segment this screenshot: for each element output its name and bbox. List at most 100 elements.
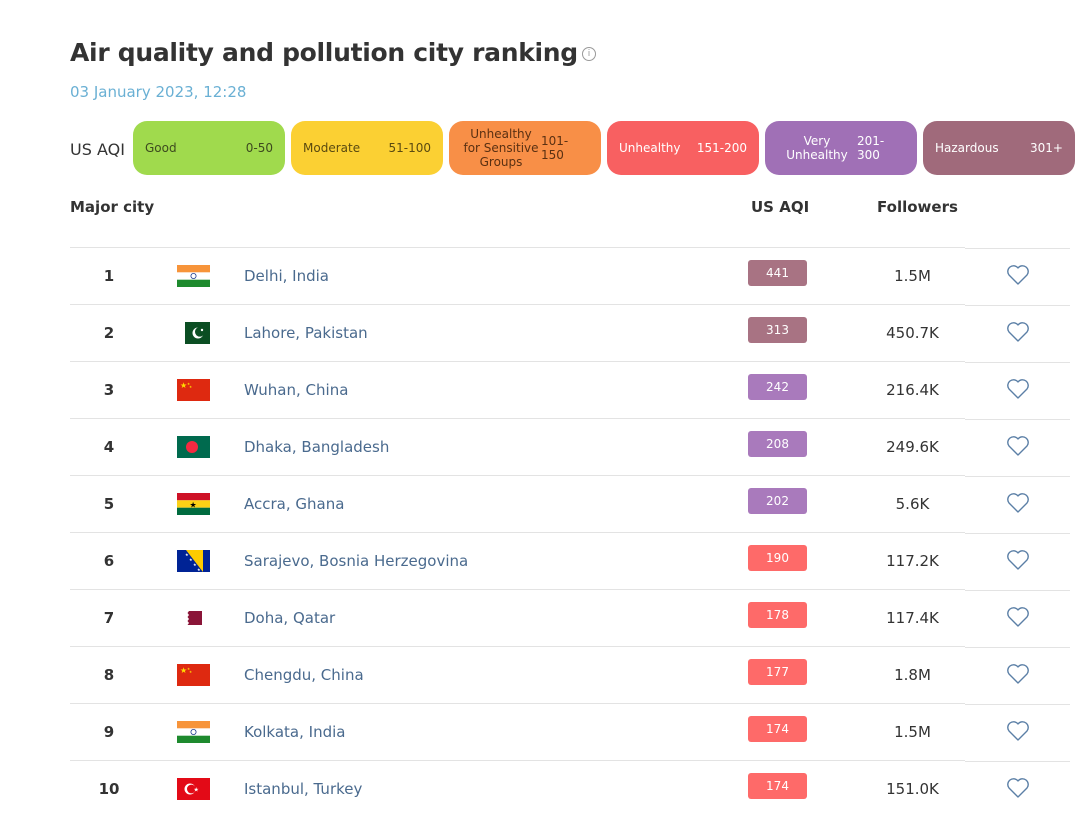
heart-outline-icon[interactable]: [1006, 264, 1030, 286]
table-row[interactable]: 1 Delhi, India 441 1.5M: [70, 247, 1070, 304]
row-divider: [965, 761, 1070, 762]
heart-outline-icon[interactable]: [1006, 378, 1030, 400]
rank: 10: [98, 780, 120, 798]
city-link[interactable]: Chengdu, China: [244, 666, 364, 684]
svg-text:★: ★: [197, 567, 201, 572]
svg-text:★: ★: [180, 381, 187, 390]
followers-count: 151.0K: [886, 780, 939, 798]
rank: 7: [103, 609, 115, 627]
row-divider: [965, 476, 1070, 477]
table-row[interactable]: 8 ★ ★ ★ Chengdu, China 177 1.8M: [70, 646, 1070, 703]
row-divider: [965, 647, 1070, 648]
flag-turkey-icon: ★: [177, 778, 210, 800]
followers-count: 117.2K: [886, 552, 939, 570]
svg-text:★: ★: [180, 666, 187, 675]
heart-outline-icon[interactable]: [1006, 549, 1030, 571]
row-divider: [965, 362, 1070, 363]
heart-outline-icon[interactable]: [1006, 777, 1030, 799]
page-title: Air quality and pollution city ranking i: [70, 38, 596, 67]
aqi-badge: 174: [748, 773, 807, 799]
aqi-badge: 441: [748, 260, 807, 286]
header-aqi[interactable]: US AQI: [751, 198, 810, 216]
city-link[interactable]: Delhi, India: [244, 267, 329, 285]
table-row[interactable]: 7 Doha, Qatar 178 117.4K: [70, 589, 1070, 646]
city-link[interactable]: Dhaka, Bangladesh: [244, 438, 390, 456]
table-row[interactable]: 9 Kolkata, India 174 1.5M: [70, 703, 1070, 760]
city-link[interactable]: Wuhan, China: [244, 381, 349, 399]
aqi-badge: 190: [748, 545, 807, 571]
legend-item-unhealthy-for-sensitive-groups[interactable]: Unhealthy for Sensitive Groups 101-150: [449, 121, 601, 175]
legend-item-moderate[interactable]: Moderate 51-100: [291, 121, 443, 175]
info-icon[interactable]: i: [581, 47, 596, 61]
svg-text:★: ★: [194, 787, 199, 794]
flag-china-icon: ★ ★★: [177, 379, 210, 401]
flag-india-icon: [177, 721, 210, 743]
followers-count: 1.5M: [894, 267, 931, 285]
header-city: Major city: [70, 198, 155, 216]
row-divider: [70, 475, 965, 476]
table-row[interactable]: 6 ★ ★ ★ ★ Sarajevo, Bosnia Herzegovina 190 …: [70, 532, 1070, 589]
row-divider: [70, 247, 965, 248]
followers-count: 1.8M: [894, 666, 931, 684]
heart-outline-icon[interactable]: [1006, 720, 1030, 742]
heart-outline-icon[interactable]: [1006, 492, 1030, 514]
legend-label: US AQI: [70, 140, 125, 159]
header-followers[interactable]: Followers: [877, 198, 958, 216]
followers-count: 1.5M: [894, 723, 931, 741]
rank: 5: [103, 495, 115, 513]
flag-ghana-icon: ★: [177, 493, 210, 515]
rank: 6: [103, 552, 115, 570]
city-link[interactable]: Sarajevo, Bosnia Herzegovina: [244, 552, 469, 570]
aqi-badge: 178: [748, 602, 807, 628]
flag-qatar-icon: [186, 611, 202, 625]
heart-outline-icon[interactable]: [1006, 663, 1030, 685]
row-divider: [70, 703, 965, 704]
aqi-legend: Good 0-50 Moderate 51-100 Unhealthy for Sens…: [133, 121, 1075, 175]
followers-count: 450.7K: [886, 324, 939, 342]
legend-item-very-unhealthy[interactable]: Very Unhealthy 201-300: [765, 121, 917, 175]
row-divider: [70, 532, 965, 533]
table-row[interactable]: 4 Dhaka, Bangladesh 208 249.6K: [70, 418, 1070, 475]
aqi-badge: 177: [748, 659, 807, 685]
svg-text:★: ★: [190, 501, 197, 510]
city-link[interactable]: Accra, Ghana: [244, 495, 345, 513]
followers-count: 249.6K: [886, 438, 939, 456]
rank: 4: [103, 438, 115, 456]
flag-pakistan-icon: [177, 322, 210, 344]
table-row[interactable]: 5 ★ Accra, Ghana 202 5.6K: [70, 475, 1070, 532]
city-link[interactable]: Lahore, Pakistan: [244, 324, 368, 342]
table-row[interactable]: 3 ★ ★ ★ Wuhan, China 242 216.4K: [70, 361, 1070, 418]
table-row[interactable]: 2 Lahore, Pakistan 313 450.7K: [70, 304, 1070, 361]
row-divider: [965, 419, 1070, 420]
followers-count: 117.4K: [886, 609, 939, 627]
flag-india-icon: [177, 265, 210, 287]
aqi-badge: 242: [748, 374, 807, 400]
city-link[interactable]: Kolkata, India: [244, 723, 346, 741]
rank: 8: [103, 666, 115, 684]
legend-item-hazardous[interactable]: Hazardous 301+: [923, 121, 1075, 175]
heart-outline-icon[interactable]: [1006, 435, 1030, 457]
rank: 2: [103, 324, 115, 342]
heart-outline-icon[interactable]: [1006, 321, 1030, 343]
followers-count: 216.4K: [886, 381, 939, 399]
svg-text:★: ★: [187, 382, 190, 386]
row-divider: [70, 361, 965, 362]
svg-text:★: ★: [189, 670, 192, 674]
aqi-badge: 208: [748, 431, 807, 457]
svg-text:★: ★: [189, 385, 192, 389]
row-divider: [965, 533, 1070, 534]
row-divider: [70, 304, 965, 305]
legend-item-good[interactable]: Good 0-50: [133, 121, 285, 175]
heart-outline-icon[interactable]: [1006, 606, 1030, 628]
table-row[interactable]: 10 ★ Istanbul, Turkey 174 151.0K: [70, 760, 1070, 817]
rank: 3: [103, 381, 115, 399]
svg-text:★: ★: [185, 552, 189, 557]
city-link[interactable]: Doha, Qatar: [244, 609, 336, 627]
svg-text:★: ★: [187, 667, 190, 671]
city-link[interactable]: Istanbul, Turkey: [244, 780, 363, 798]
rank: 1: [103, 267, 115, 285]
legend-item-unhealthy[interactable]: Unhealthy 151-200: [607, 121, 759, 175]
row-divider: [965, 704, 1070, 705]
rank: 9: [103, 723, 115, 741]
aqi-badge: 313: [748, 317, 807, 343]
